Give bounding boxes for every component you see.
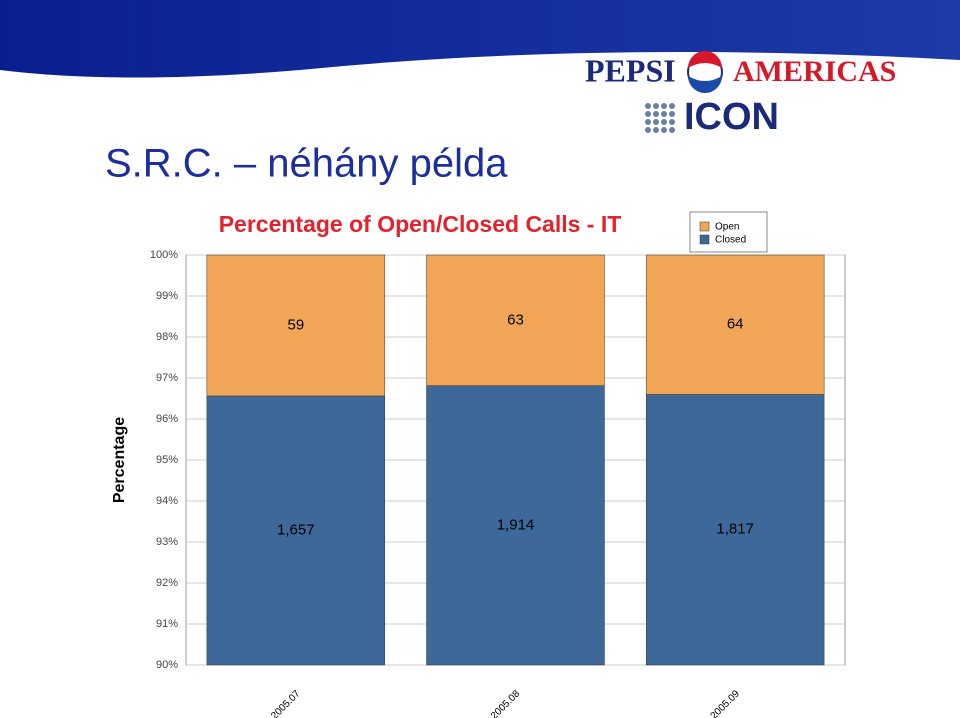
logo-americas: AMERICAS — [733, 55, 896, 88]
y-tick-label: 94% — [156, 495, 178, 507]
legend-swatch — [699, 221, 710, 232]
y-tick-label: 96% — [156, 413, 178, 425]
y-tick-label: 91% — [156, 618, 178, 630]
bar-segment — [206, 254, 386, 397]
data-label: 59 — [287, 316, 304, 333]
data-label: 1,657 — [277, 521, 315, 538]
slide-title: S.R.C. – néhány példa — [105, 142, 508, 186]
chart-title: Percentage of Open/Closed Calls - IT — [219, 211, 622, 237]
y-tick-label: 100% — [150, 249, 178, 261]
legend-label: Open — [715, 222, 739, 233]
y-tick-label: 93% — [156, 536, 178, 548]
legend-label: Closed — [715, 235, 746, 246]
logo-globe-red — [688, 51, 722, 68]
y-tick-label: 92% — [156, 577, 178, 589]
y-tick-label: 95% — [156, 454, 178, 466]
bar-segment — [645, 394, 825, 666]
bar-segment — [426, 385, 605, 666]
legend-swatch — [699, 234, 710, 245]
y-tick-label: 98% — [156, 331, 178, 343]
logo-icon: ICON — [684, 96, 779, 138]
data-label: 1,914 — [497, 516, 535, 533]
bar-segment — [645, 254, 825, 395]
y-axis-label: Percentage — [111, 417, 128, 503]
header-band — [0, 0, 960, 78]
logo-globe-blue — [688, 76, 722, 93]
y-tick-label: 99% — [156, 290, 178, 302]
data-label: 63 — [507, 311, 524, 328]
data-label: 64 — [727, 316, 744, 333]
data-label: 1,817 — [716, 521, 754, 538]
logo-pepsi: PEPSI — [585, 52, 676, 88]
y-tick-label: 90% — [156, 659, 178, 671]
bar-segment — [206, 395, 386, 666]
bar-segment — [426, 254, 605, 386]
y-tick-label: 97% — [156, 372, 178, 384]
logo-dots — [645, 103, 675, 133]
legend-box — [689, 211, 768, 253]
